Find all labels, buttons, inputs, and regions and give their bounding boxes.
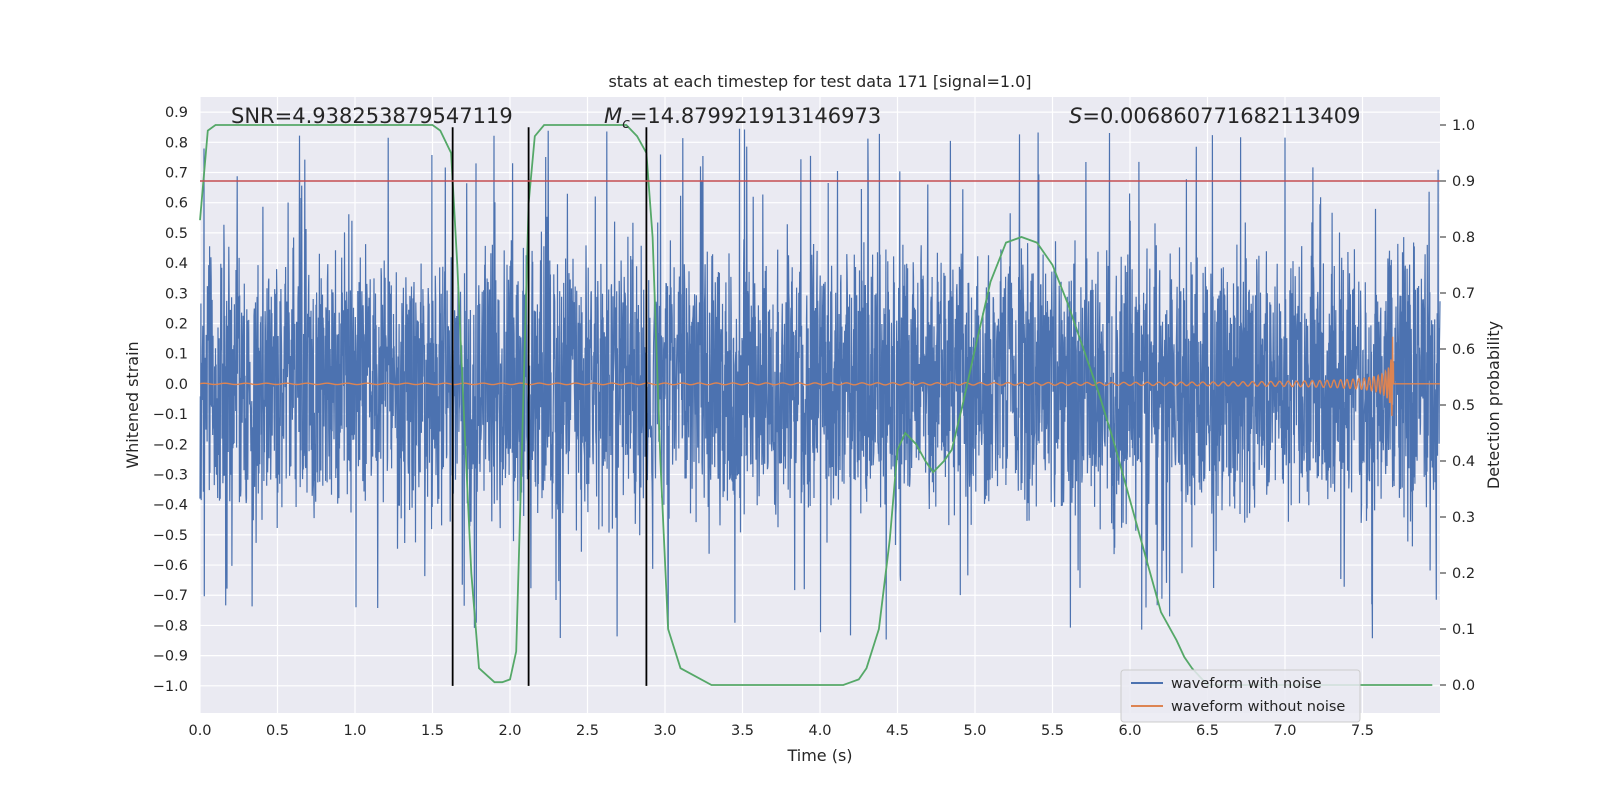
annotation-snr: SNR=4.938253879547119 (231, 104, 513, 128)
y-tick-label: 0.2 (165, 316, 188, 332)
y2-tick-label: 1.0 (1452, 118, 1475, 134)
y-tick-label: −0.5 (153, 528, 188, 544)
annotation-chirp-mass-value: =14.879921913146973 (630, 104, 881, 128)
x-tick-label: 7.0 (1273, 723, 1296, 739)
x-tick-label: 6.0 (1118, 723, 1141, 739)
x-tick-label: 1.0 (343, 723, 366, 739)
y2-tick-label: 0.0 (1452, 678, 1475, 694)
y-tick-label: −0.2 (153, 437, 188, 453)
y-tick-label: −1.0 (153, 679, 188, 695)
y-tick-label: −0.8 (153, 618, 188, 634)
y-tick-label: −0.7 (153, 588, 188, 604)
y-axis-right: 1.0 0.9 0.8 0.7 0.6 0.5 0.4 0.3 0.2 0.1 0.0 (1440, 118, 1475, 694)
x-tick-label: 1.5 (421, 723, 444, 739)
x-tick-label: 6.5 (1196, 723, 1219, 739)
y2-tick-label: 0.3 (1452, 510, 1475, 526)
vertical-markers (451, 127, 648, 686)
y2-axis-label: Detection probability (1484, 321, 1503, 489)
y-tick-label: 0.6 (165, 196, 188, 212)
y2-tick-label: 0.7 (1452, 286, 1475, 302)
waveform-without-noise-line (199, 336, 1440, 417)
x-axis-label: Time (s) (786, 746, 852, 765)
annotation-chirp-mass-subscript: c (622, 116, 630, 132)
legend-box (1120, 669, 1361, 723)
annotation-chirp-mass-symbol: M (604, 104, 622, 128)
y-tick-label: 0.7 (165, 165, 188, 181)
y-tick-label: 0.5 (165, 226, 188, 242)
y-tick-label: 0.4 (165, 256, 188, 272)
y2-tick-label: 0.2 (1452, 566, 1475, 582)
legend-label-noise: waveform with noise (1171, 676, 1322, 692)
y-tick-label: 0.0 (165, 377, 188, 393)
series-detection-probability (199, 124, 1433, 686)
y-tick-label: −0.1 (153, 407, 188, 423)
detection-probability-line (199, 124, 1433, 686)
y2-tick-label: 0.1 (1452, 622, 1475, 638)
x-tick-label: 4.5 (886, 723, 909, 739)
y-axis-label: Whitened strain (123, 341, 142, 468)
annotation-chirp-mass: Mc=14.879921913146973 (604, 104, 881, 132)
y-tick-label: 0.9 (165, 105, 188, 121)
y2-tick-label: 0.8 (1452, 230, 1475, 246)
y2-tick-label: 0.6 (1452, 342, 1475, 358)
y-axis-left: 0.9 0.8 0.7 0.6 0.5 0.4 0.3 0.2 0.1 0.0 −0.1 −0.2 −0… (153, 105, 188, 695)
x-tick-label: 5.0 (963, 723, 986, 739)
waveform-with-noise-line (199, 128, 1441, 640)
y-tick-label: −0.4 (153, 498, 188, 514)
annotation-s-symbol: S (1069, 104, 1082, 128)
x-tick-label: 0.0 (188, 723, 211, 739)
legend-label-clean: waveform without noise (1171, 699, 1345, 715)
annotation-s: S=0.006860771682113409 (1069, 104, 1360, 128)
y2-tick-label: 0.4 (1452, 454, 1475, 470)
y-tick-label: −0.9 (153, 649, 188, 665)
y-tick-label: −0.6 (153, 558, 188, 574)
y2-tick-label: 0.5 (1452, 398, 1475, 414)
x-tick-label: 3.0 (653, 723, 676, 739)
x-axis: 0.0 0.5 1.0 1.5 2.0 2.5 3.0 3.5 4.0 4.5 5.0 5.5 6.0 6… (188, 723, 1374, 739)
y-tick-label: 0.3 (165, 286, 188, 302)
x-tick-label: 4.0 (808, 723, 831, 739)
series-waveform-without-noise (199, 336, 1440, 417)
x-tick-label: 5.5 (1041, 723, 1064, 739)
x-tick-label: 7.5 (1351, 723, 1374, 739)
chart-title: stats at each timestep for test data 171… (608, 72, 1031, 91)
y-tick-label: −0.3 (153, 467, 188, 483)
y2-tick-label: 0.9 (1452, 174, 1475, 190)
y-tick-label: 0.1 (165, 347, 188, 363)
series-waveform-with-noise (199, 128, 1441, 640)
annotation-s-value: =0.006860771682113409 (1082, 104, 1360, 128)
x-tick-label: 3.5 (731, 723, 754, 739)
y-tick-label: 0.8 (165, 135, 188, 151)
x-tick-label: 0.5 (266, 723, 289, 739)
x-tick-label: 2.5 (576, 723, 599, 739)
x-tick-label: 2.0 (498, 723, 521, 739)
legend: waveform with noise waveform without noi… (1120, 669, 1361, 723)
